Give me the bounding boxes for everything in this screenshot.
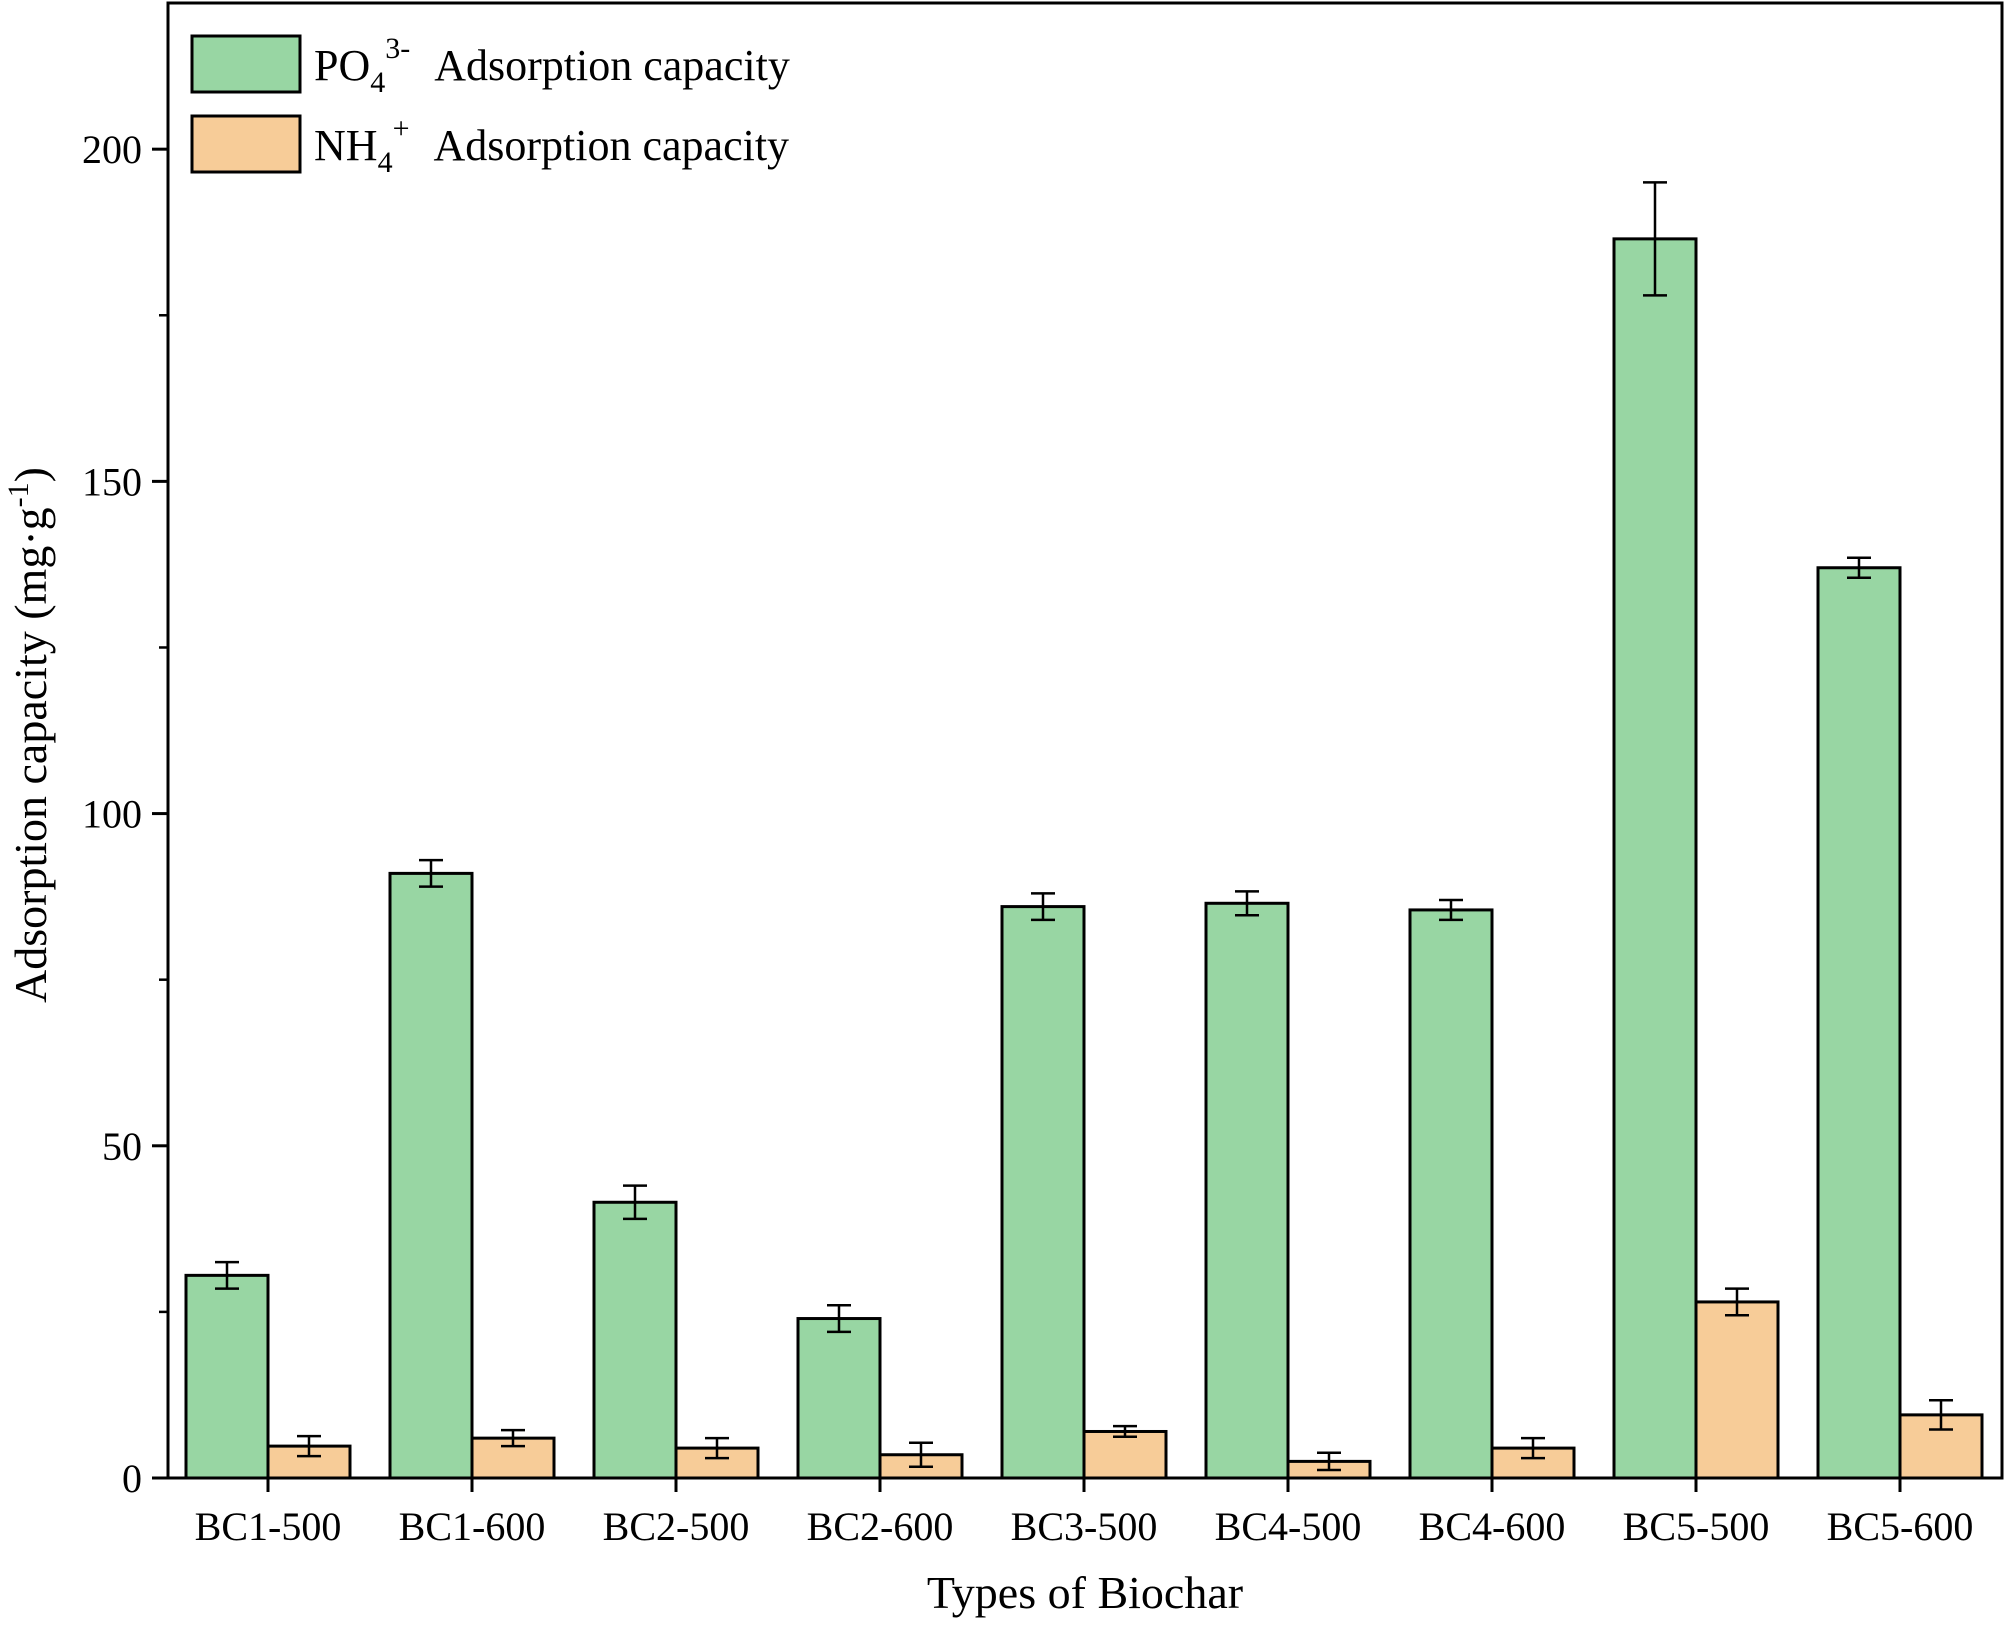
bar-po4-bc1-600 (388, 871, 474, 1480)
x-tick-label-bc4-600: BC4-600 (1419, 1504, 1566, 1549)
y-axis-title-close: ) (5, 467, 56, 482)
x-tick-label-bc1-500: BC1-500 (195, 1504, 342, 1549)
bar-po4-bc4-500 (1204, 901, 1290, 1480)
x-tick-label-bc1-600: BC1-600 (399, 1504, 546, 1549)
y-tick-label-50: 50 (102, 1124, 142, 1169)
x-tick-label-bc3-500: BC3-500 (1011, 1504, 1158, 1549)
bar-po4-bc1-500 (184, 1273, 270, 1480)
x-tick-label-bc2-500: BC2-500 (603, 1504, 750, 1549)
bar-po4-bc5-500 (1612, 237, 1698, 1480)
bar-po4-bc2-600 (796, 1317, 882, 1480)
bar-nh4-bc5-500 (1694, 1300, 1780, 1480)
bars-group (184, 237, 1984, 1480)
x-axis-ticks: BC1-500 BC1-600 BC2-500 BC2-600 BC3-500 BC4-5… (195, 1478, 1974, 1549)
bar-po4-bc4-600 (1408, 908, 1494, 1480)
x-tick-label-bc2-600: BC2-600 (807, 1504, 954, 1549)
y-tick-label-200: 200 (82, 127, 142, 172)
bar-po4-bc5-600 (1816, 566, 1902, 1480)
legend-swatch-po4 (190, 34, 302, 94)
y-axis-title-main: Adsorption capacity (mg·g (5, 507, 56, 1003)
x-tick-label-bc5-500: BC5-500 (1623, 1504, 1770, 1549)
error-bars-group (215, 181, 1953, 1472)
bar-nh4-bc3-500 (1082, 1429, 1168, 1480)
legend-label-po4: PO43- Adsorption capacity (314, 32, 790, 99)
y-tick-label-100: 100 (82, 792, 142, 837)
bar-po4-bc3-500 (1000, 905, 1086, 1480)
y-axis-ticks: 0 50 100 150 200 (82, 127, 168, 1501)
x-tick-label-bc4-500: BC4-500 (1215, 1504, 1362, 1549)
bar-po4-bc2-500 (592, 1200, 678, 1480)
x-tick-label-bc5-600: BC5-600 (1827, 1504, 1974, 1549)
y-tick-label-150: 150 (82, 459, 142, 504)
legend: PO43- Adsorption capacity NH4+ Adsorption … (190, 32, 790, 179)
y-tick-label-0: 0 (122, 1456, 142, 1501)
y-axis-title-sup: -1 (2, 482, 35, 507)
legend-swatch-nh4 (190, 114, 302, 174)
legend-label-nh4: NH4+ Adsorption capacity (314, 112, 789, 179)
y-axis-title: Adsorption capacity (mg·g-1) (2, 467, 56, 1003)
x-axis-title: Types of Biochar (927, 1567, 1243, 1618)
